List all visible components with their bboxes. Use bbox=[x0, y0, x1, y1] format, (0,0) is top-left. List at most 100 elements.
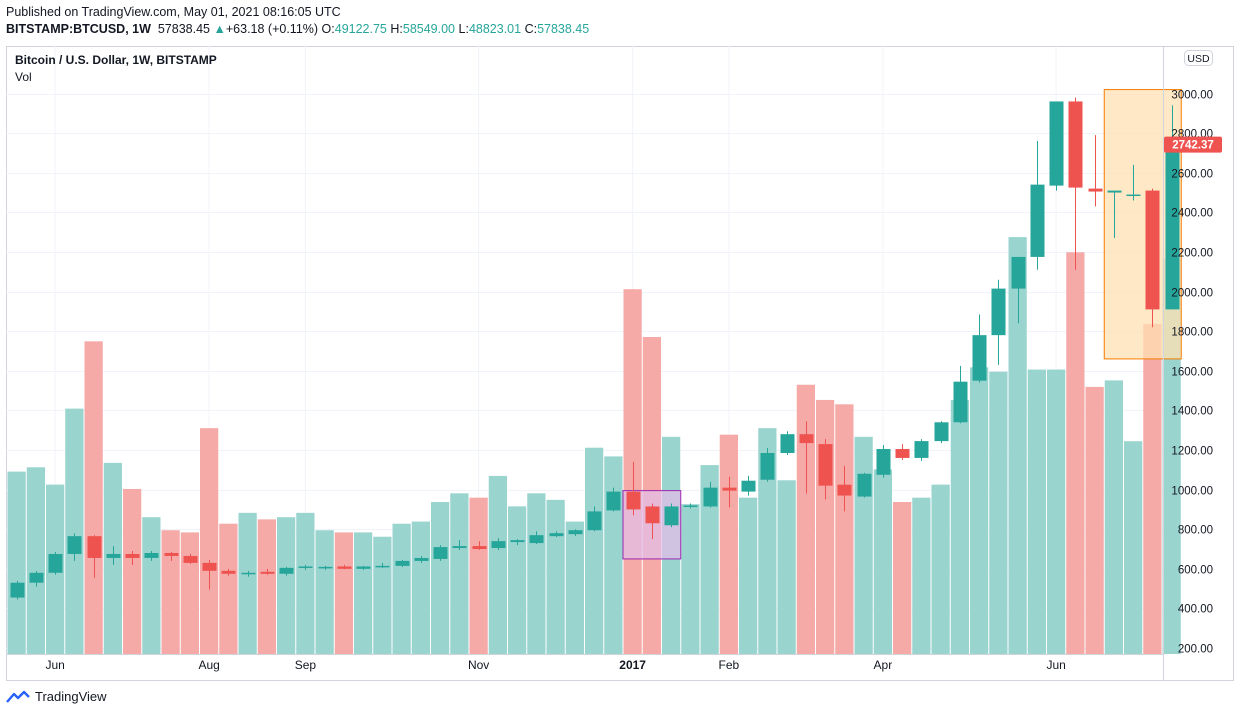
candle-body bbox=[914, 441, 929, 458]
time-tick-label: Feb bbox=[719, 658, 740, 672]
candle-body bbox=[741, 480, 756, 492]
candle-body bbox=[683, 505, 698, 507]
candle-body bbox=[626, 491, 641, 510]
candle-layer bbox=[10, 97, 1180, 600]
candle-body bbox=[780, 434, 795, 453]
candle-body bbox=[1165, 144, 1180, 310]
candle-body bbox=[1107, 190, 1122, 193]
volume-bar bbox=[103, 462, 122, 654]
candle-body bbox=[452, 546, 467, 549]
price-tick-label: 1600.00 bbox=[1171, 367, 1213, 379]
volume-bar bbox=[854, 436, 873, 654]
last-price-badge bbox=[1164, 136, 1222, 153]
volume-bar bbox=[373, 536, 392, 654]
candle-body bbox=[375, 565, 390, 568]
volume-bar bbox=[681, 504, 700, 654]
candle-body bbox=[837, 484, 852, 496]
candle-body bbox=[491, 541, 506, 549]
time-tick-label: Sep bbox=[295, 658, 317, 672]
volume-bar bbox=[970, 367, 989, 654]
candle-body bbox=[183, 555, 198, 563]
time-tick-label: Aug bbox=[198, 658, 219, 672]
volume-bar bbox=[835, 404, 854, 654]
volume-bar bbox=[1047, 369, 1066, 654]
volume-bar bbox=[1104, 380, 1123, 654]
low-label: L: bbox=[458, 22, 469, 36]
time-tick-label: Nov bbox=[468, 658, 489, 672]
volume-bar bbox=[912, 497, 931, 654]
volume-bar bbox=[758, 428, 777, 654]
volume-bar bbox=[931, 484, 950, 654]
currency-button[interactable] bbox=[1184, 50, 1213, 66]
candle-body bbox=[202, 562, 217, 571]
candle-body bbox=[703, 487, 718, 507]
candle-body bbox=[606, 491, 621, 511]
published-caption: Published on TradingView.com, May 01, 20… bbox=[6, 5, 341, 19]
candle-body bbox=[10, 582, 25, 598]
volume-bar bbox=[1143, 323, 1162, 654]
candle-body bbox=[221, 570, 236, 574]
volume-bar bbox=[719, 434, 738, 654]
currency-label: USD bbox=[1187, 53, 1210, 65]
candle-body bbox=[934, 422, 949, 442]
price-tick-label: 2200.00 bbox=[1171, 248, 1213, 260]
candle-body bbox=[818, 444, 833, 486]
volume-bar bbox=[700, 465, 719, 654]
candle-body bbox=[1011, 256, 1026, 289]
volume-bar bbox=[238, 512, 257, 654]
candle-body bbox=[260, 571, 275, 574]
last-price: 57838.45 bbox=[157, 22, 210, 36]
volume-bar bbox=[1066, 252, 1085, 655]
volume-bar bbox=[315, 530, 334, 654]
volume-bar bbox=[7, 471, 26, 654]
volume-bar bbox=[488, 475, 507, 654]
legend-volume: Vol bbox=[15, 70, 32, 84]
volume-bar bbox=[604, 456, 623, 654]
close-value: 57838.45 bbox=[537, 22, 590, 36]
volume-bar bbox=[989, 371, 1008, 654]
high-value: 58549.00 bbox=[402, 22, 456, 36]
footer-brand-label: TradingView bbox=[35, 689, 107, 704]
close-label: C: bbox=[524, 22, 538, 36]
candle-body bbox=[414, 557, 429, 561]
time-axis[interactable]: Jun Aug Sep Nov 2017 Feb Apr Jun bbox=[45, 658, 1065, 672]
time-tick-label: 2017 bbox=[619, 658, 646, 672]
candle-body bbox=[722, 487, 737, 491]
volume-bar bbox=[450, 493, 469, 654]
candle-body bbox=[87, 536, 102, 558]
volume-bar bbox=[739, 497, 758, 654]
volume-bar bbox=[354, 532, 373, 654]
volume-bar bbox=[411, 521, 430, 654]
price-tick-label: 2400.00 bbox=[1171, 208, 1213, 220]
volume-bar bbox=[334, 532, 353, 654]
volume-bar bbox=[816, 399, 835, 654]
volume-bar bbox=[161, 530, 180, 654]
candle-body bbox=[106, 553, 121, 558]
price-axis[interactable]: 200.00 400.00 600.00 800.00 1000.00 1200.00 14… bbox=[1171, 90, 1213, 656]
price-tick-label: 800.00 bbox=[1178, 525, 1213, 537]
candle-body bbox=[356, 566, 371, 569]
volume-bar bbox=[180, 532, 199, 654]
open-value: 49122.75 bbox=[334, 22, 387, 36]
candle-body bbox=[241, 572, 256, 575]
candle-body bbox=[1088, 188, 1103, 192]
quote-line: BITSTAMP:BTCUSD, 1W 57838.45 ▲+63.18 (+0… bbox=[6, 22, 589, 36]
volume-bar bbox=[950, 399, 969, 654]
symbol-label: BITSTAMP:BTCUSD, 1W bbox=[6, 22, 151, 36]
candle-body bbox=[1068, 101, 1083, 188]
candle-body bbox=[510, 540, 525, 543]
footer-brand[interactable]: TradingView bbox=[6, 689, 107, 704]
candle-body bbox=[549, 533, 564, 537]
candle-body bbox=[1030, 184, 1045, 257]
candle-body bbox=[144, 552, 159, 558]
volume-bar bbox=[469, 497, 488, 654]
candle-body bbox=[67, 536, 82, 554]
candle-body bbox=[645, 506, 660, 524]
candle-body bbox=[433, 547, 448, 559]
candle-body bbox=[395, 560, 410, 566]
candle-body bbox=[587, 511, 602, 531]
time-tick-label: Jun bbox=[45, 658, 64, 672]
price-tick-label: 1000.00 bbox=[1171, 486, 1213, 498]
volume-bar bbox=[1124, 441, 1143, 654]
